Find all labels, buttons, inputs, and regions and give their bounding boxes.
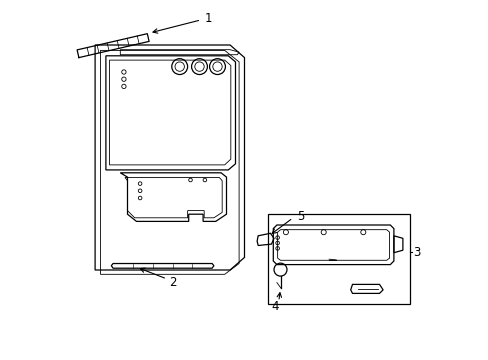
Text: 1: 1	[204, 12, 212, 25]
Text: 3: 3	[412, 246, 420, 258]
Bar	[267, 214, 409, 304]
Text: 4: 4	[271, 300, 278, 313]
Text: 2: 2	[168, 276, 176, 289]
Text: 5: 5	[296, 210, 304, 222]
